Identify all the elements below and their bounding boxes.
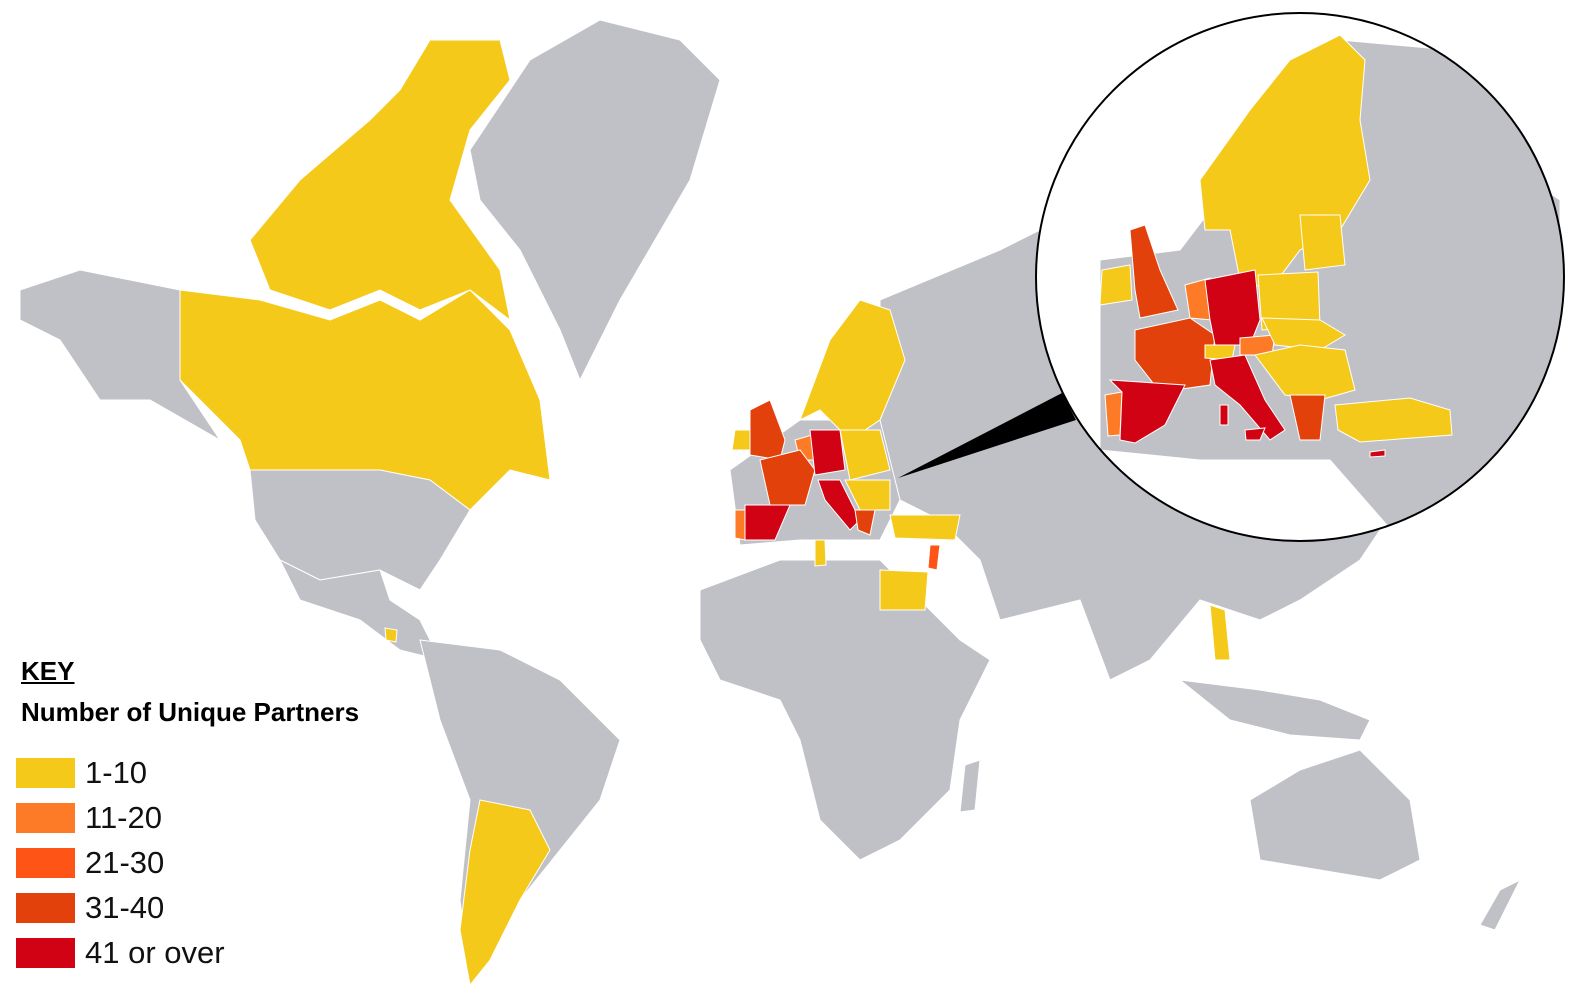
region-portugal xyxy=(734,509,746,541)
region-france xyxy=(759,449,816,506)
region-usa xyxy=(249,469,471,591)
inset-balkans xyxy=(1254,344,1356,401)
region-egypt xyxy=(879,569,929,611)
europe-inset xyxy=(1035,12,1565,542)
inset-greece xyxy=(1289,394,1326,441)
legend-label: 21-30 xyxy=(85,844,165,880)
legend-item-11-20: 11-20 xyxy=(16,795,359,840)
region-levant xyxy=(927,544,941,571)
legend-subtitle: Number of Unique Partners xyxy=(21,697,360,727)
inset-france xyxy=(1134,317,1216,393)
legend-label: 31-40 xyxy=(85,889,165,925)
legend-label: 1-10 xyxy=(85,754,148,790)
region-greece xyxy=(854,509,876,536)
inset-portugal xyxy=(1104,391,1123,437)
legend-item-41-or-over: 41 or over xyxy=(16,930,359,975)
inset-spain xyxy=(1108,379,1186,444)
legend-title: KEY xyxy=(21,656,75,686)
region-scandinavia xyxy=(799,299,906,441)
inset-crete xyxy=(1369,449,1386,458)
region-canada-arctic xyxy=(249,39,511,322)
inset-pointer xyxy=(898,393,1076,478)
inset-germany xyxy=(1204,269,1261,346)
inset-border xyxy=(1035,12,1565,542)
region-germany xyxy=(809,429,846,476)
region-mexico-central-america xyxy=(278,558,441,661)
region-italy xyxy=(817,479,861,531)
region-ireland xyxy=(731,429,751,451)
legend-item-1-10: 1-10 xyxy=(16,750,359,795)
region-turkey xyxy=(889,514,961,541)
legend: KEY Number of Unique Partners 1-10 11-20… xyxy=(16,656,359,975)
region-alaska xyxy=(19,269,221,441)
region-southeast-asia xyxy=(1178,679,1371,741)
legend-swatch xyxy=(16,757,75,788)
region-poland-east xyxy=(839,429,891,481)
legend-swatch xyxy=(16,847,75,878)
region-tunisia xyxy=(814,539,827,567)
region-spain xyxy=(744,504,791,541)
region-canada xyxy=(179,289,551,511)
inset-baltics xyxy=(1299,214,1346,271)
legend-label: 11-20 xyxy=(85,799,162,835)
region-argentina xyxy=(459,799,551,987)
region-balkans xyxy=(844,479,891,511)
legend-swatch xyxy=(16,892,75,923)
legend-swatch xyxy=(16,937,75,968)
inset-uk xyxy=(1129,224,1179,319)
inset-ireland xyxy=(1099,264,1133,306)
inset-sardinia xyxy=(1219,404,1229,426)
region-australia xyxy=(1249,749,1421,881)
region-vietnam xyxy=(1209,604,1231,661)
inset-italy xyxy=(1209,354,1286,441)
legend-item-31-40: 31-40 xyxy=(16,885,359,930)
region-costa-rica xyxy=(384,627,398,643)
inset-sicily xyxy=(1244,427,1266,441)
region-madagascar xyxy=(959,759,981,813)
region-africa xyxy=(699,559,991,861)
region-new-zealand xyxy=(1479,878,1522,931)
legend-swatch xyxy=(16,802,75,833)
inset-central-europe xyxy=(1261,317,1346,351)
region-uk xyxy=(749,399,786,461)
legend-label: 41 or over xyxy=(85,934,225,970)
legend-item-21-30: 21-30 xyxy=(16,840,359,885)
inset-turkey xyxy=(1334,397,1453,443)
region-greenland xyxy=(469,19,721,382)
